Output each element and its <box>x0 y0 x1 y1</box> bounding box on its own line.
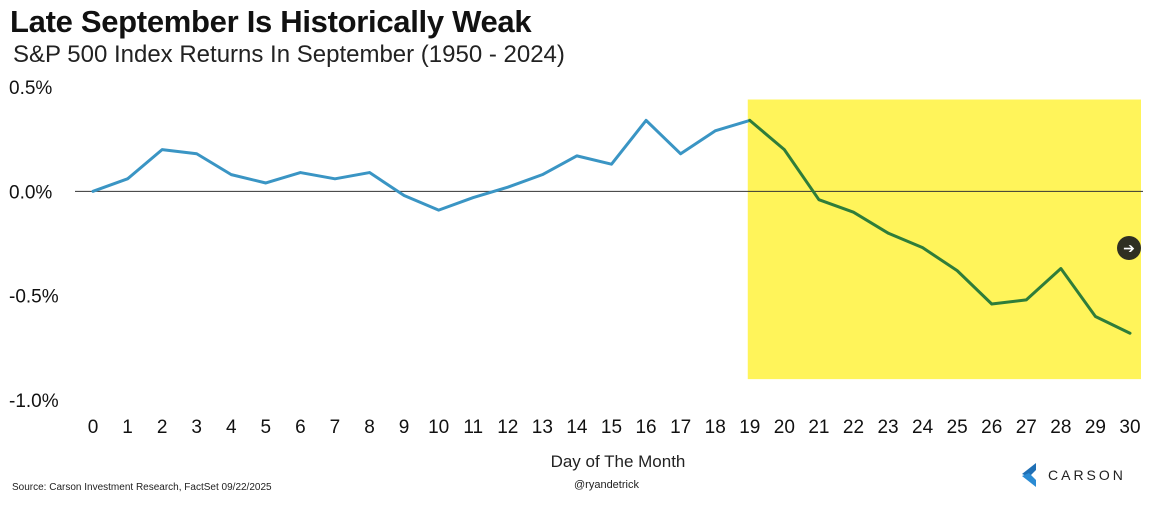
x-tick-label: 19 <box>739 417 760 438</box>
x-tick-label: 3 <box>191 417 202 438</box>
data-point <box>817 198 821 201</box>
x-tick-label: 2 <box>157 417 168 438</box>
data-point <box>955 269 959 272</box>
highlight-region <box>747 99 1141 380</box>
logo-text: CARSON <box>1048 467 1126 483</box>
data-point <box>714 129 717 133</box>
data-point <box>1059 267 1063 270</box>
x-tick-label: 1 <box>122 417 133 438</box>
x-tick-label: 18 <box>705 417 726 438</box>
carson-logo-icon <box>1022 463 1036 487</box>
data-point <box>299 171 302 174</box>
data-point <box>1128 332 1132 335</box>
y-tick-label: 0.5% <box>9 78 52 99</box>
chart-title: Late September Is Historically Weak <box>10 4 532 39</box>
x-axis-label: Day of The Month <box>551 452 686 471</box>
data-point <box>402 194 406 197</box>
x-tick-label: 9 <box>399 417 410 438</box>
x-tick-label: 16 <box>635 417 656 438</box>
x-tick-label: 23 <box>877 417 898 438</box>
x-tick-label: 27 <box>1016 417 1037 438</box>
x-tick-label: 26 <box>981 417 1002 438</box>
x-tick-label: 0 <box>88 417 99 438</box>
x-tick-label: 13 <box>532 417 553 438</box>
data-point <box>91 190 95 193</box>
y-axis: 0.5% 0.0% -0.5% -1.0% <box>9 78 59 412</box>
x-tick-label: 6 <box>295 417 306 438</box>
source-note: Source: Carson Investment Research, Fact… <box>12 482 272 493</box>
data-point <box>264 181 268 185</box>
x-tick-label: 25 <box>947 417 968 438</box>
x-tick-label: 24 <box>912 417 934 438</box>
x-tick-label: 29 <box>1085 417 1106 438</box>
series-line-early <box>91 118 752 212</box>
data-point <box>610 163 613 166</box>
x-tick-label: 12 <box>497 417 518 438</box>
x-tick-label: 28 <box>1050 417 1071 438</box>
highlight-layer <box>747 99 1141 380</box>
y-tick-label: -1.0% <box>9 391 59 412</box>
x-tick-label: 15 <box>601 417 622 438</box>
x-tick-label: 7 <box>330 417 341 438</box>
arrow-right-icon: ➔ <box>1123 240 1135 256</box>
data-point <box>160 148 164 151</box>
data-point <box>679 152 682 155</box>
data-point <box>126 177 129 181</box>
x-tick-label: 22 <box>843 417 864 438</box>
data-point <box>333 177 337 181</box>
data-point <box>506 185 509 189</box>
author-handle: @ryandetrick <box>574 479 639 491</box>
data-point <box>783 148 786 151</box>
data-point <box>1025 298 1028 302</box>
data-point <box>921 246 924 249</box>
x-axis: 0 1 2 3 4 5 6 7 8 9 10 11 12 13 14 15 16 17 18 19 20 21 22 23 24… <box>88 417 1141 438</box>
data-point <box>644 119 648 122</box>
data-point <box>990 302 993 306</box>
x-tick-label: 11 <box>463 417 483 438</box>
data-point <box>575 154 579 158</box>
data-point <box>472 196 475 199</box>
data-point <box>852 211 855 214</box>
x-tick-label: 10 <box>428 417 449 438</box>
data-point <box>748 119 751 122</box>
data-point <box>195 152 198 155</box>
y-tick-label: 0.0% <box>9 182 52 203</box>
next-button[interactable]: ➔ <box>1117 236 1141 260</box>
x-tick-label: 14 <box>566 417 588 438</box>
data-point <box>368 171 371 174</box>
x-tick-label: 21 <box>808 417 829 438</box>
series-line-late <box>748 118 1132 335</box>
data-point <box>437 208 440 212</box>
x-tick-label: 20 <box>774 417 795 438</box>
x-tick-label: 8 <box>364 417 375 438</box>
chart-subtitle: S&P 500 Index Returns In September (1950… <box>13 41 565 68</box>
series-lines <box>91 118 1132 335</box>
x-tick-label: 5 <box>261 417 272 438</box>
data-point <box>886 231 890 235</box>
x-tick-label: 4 <box>226 417 237 438</box>
x-tick-label: 30 <box>1119 417 1140 438</box>
carson-logo: CARSON <box>1018 461 1143 489</box>
data-point <box>541 173 544 176</box>
data-point <box>230 173 233 176</box>
data-point <box>1094 315 1097 318</box>
x-tick-label: 17 <box>670 417 691 438</box>
y-tick-label: -0.5% <box>9 287 59 308</box>
